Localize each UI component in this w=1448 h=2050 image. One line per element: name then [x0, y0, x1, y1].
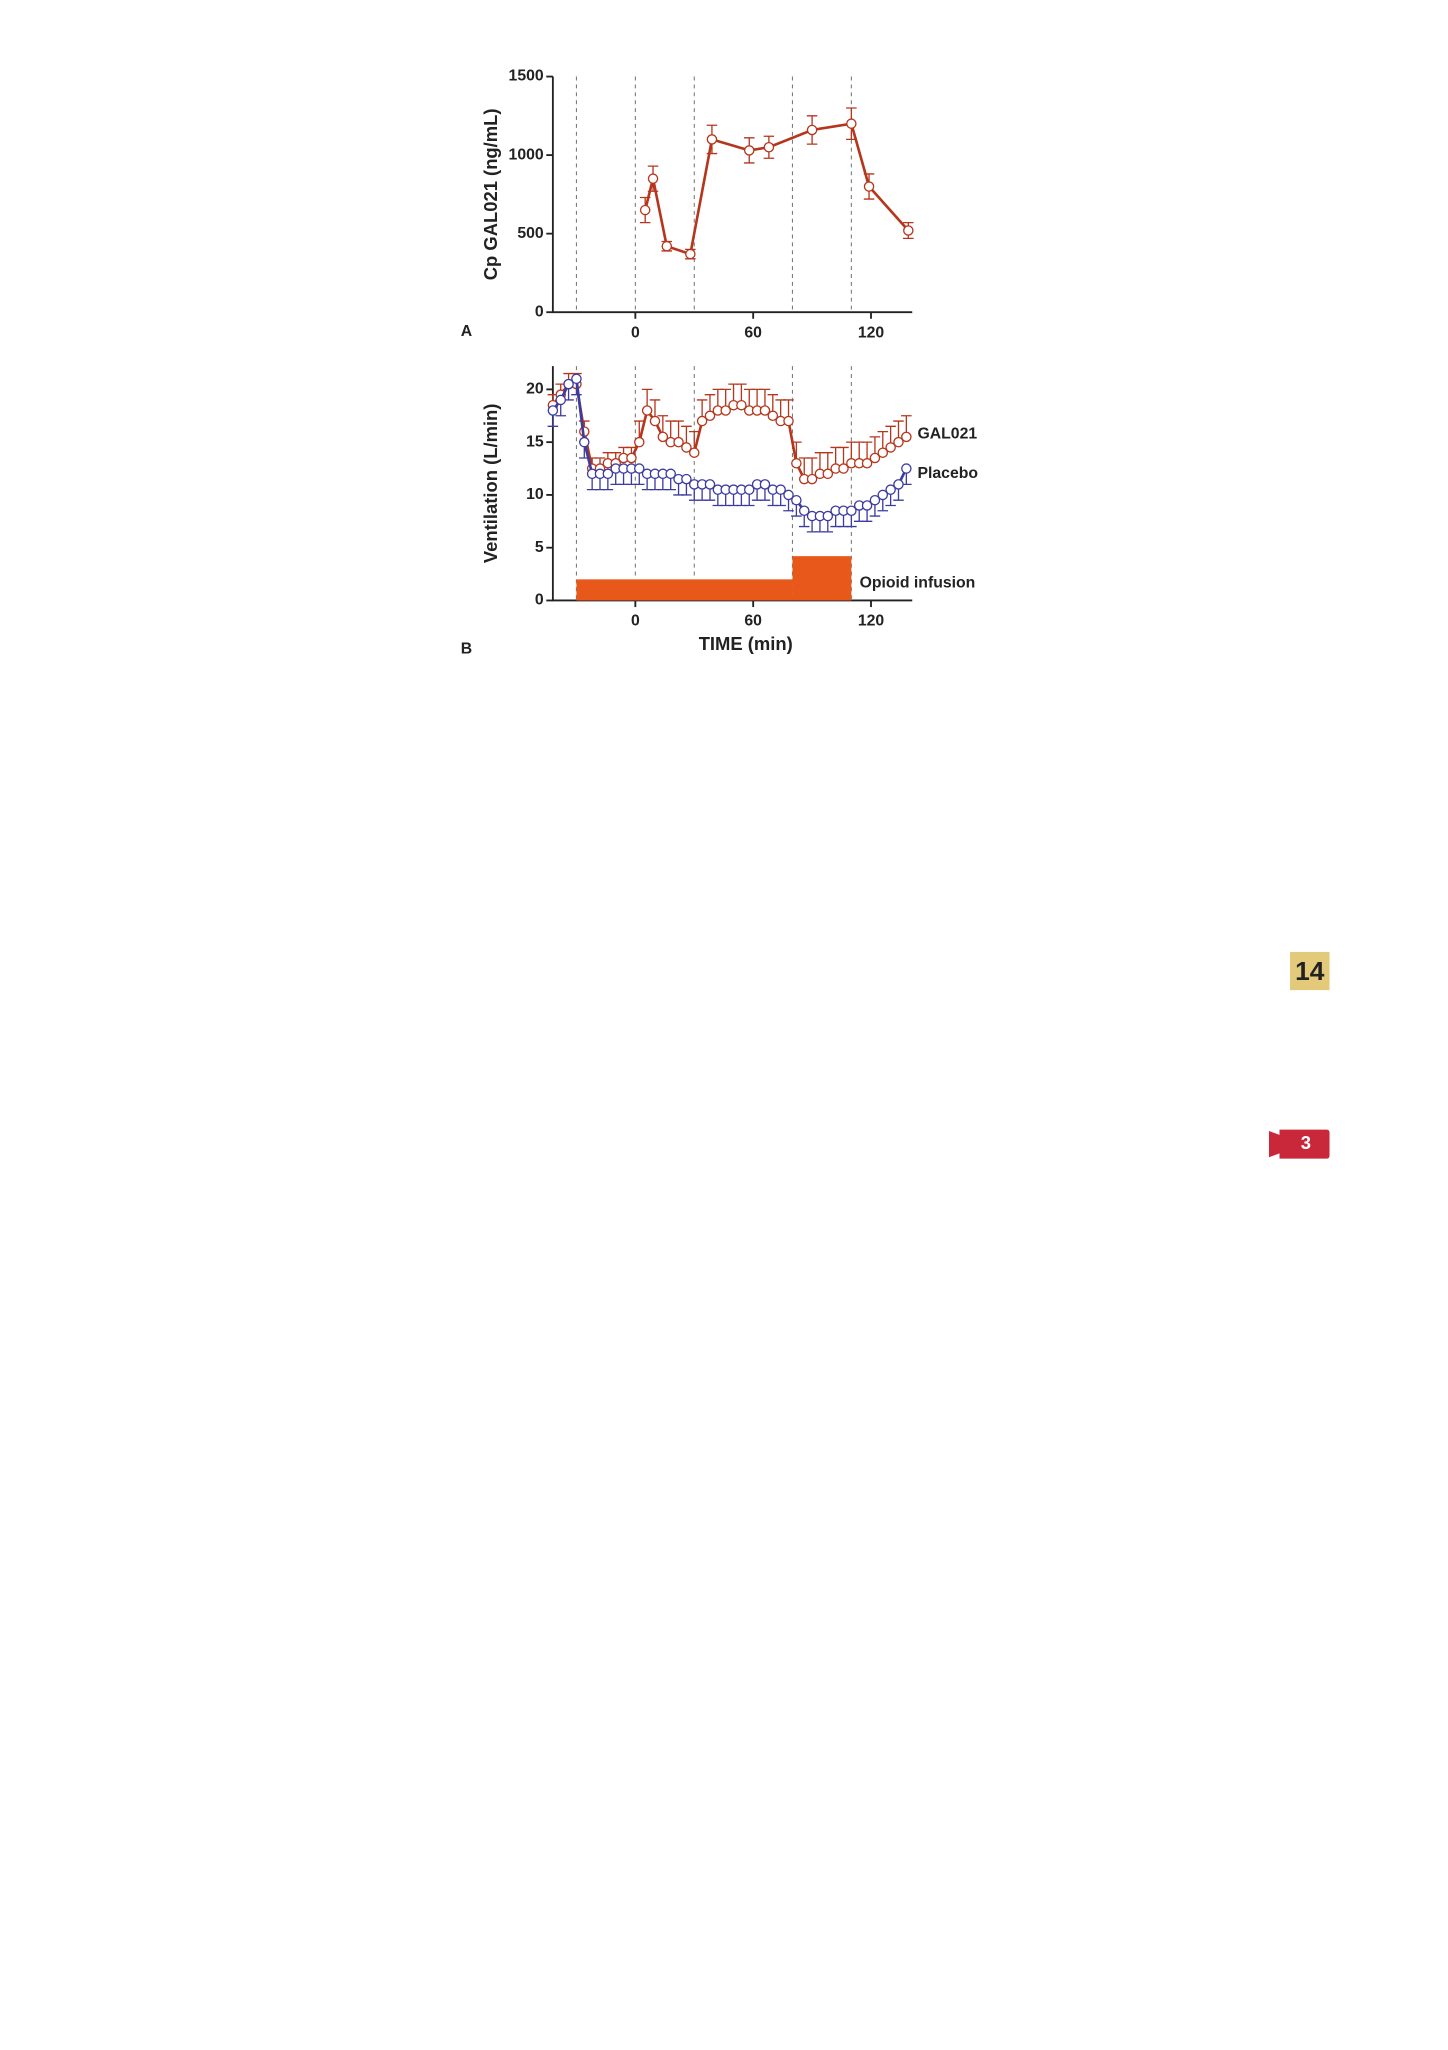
point [822, 468, 834, 480]
point [806, 124, 818, 136]
point [903, 225, 914, 236]
point [798, 505, 810, 517]
point [869, 452, 881, 464]
point [838, 463, 849, 474]
point [863, 181, 875, 192]
point [634, 436, 645, 448]
series-label: GAL021 [918, 425, 978, 442]
x-tick-label: 0 [631, 324, 640, 341]
point [720, 405, 731, 416]
y-tick-label: 1500 [509, 68, 544, 85]
point [626, 452, 637, 464]
point [563, 378, 574, 390]
point [681, 442, 692, 453]
point [759, 479, 771, 490]
point [822, 510, 834, 522]
point [783, 415, 794, 427]
point [602, 468, 614, 480]
point [647, 173, 659, 184]
point [639, 204, 651, 216]
point [743, 484, 755, 495]
axes [551, 76, 913, 314]
point [704, 479, 716, 490]
point [791, 494, 802, 506]
point [657, 431, 669, 443]
point [571, 373, 582, 385]
point [579, 436, 590, 448]
point [736, 399, 747, 411]
point [661, 240, 673, 252]
x-axis-title: TIME (min) [699, 633, 793, 654]
infusion-bar [576, 579, 793, 601]
point [763, 141, 775, 153]
point [877, 489, 889, 501]
point [791, 457, 802, 469]
point [861, 500, 873, 511]
point [641, 405, 653, 416]
panel-label: A [461, 323, 472, 340]
point [555, 394, 566, 406]
point [901, 431, 912, 443]
point [775, 484, 786, 495]
point [681, 473, 692, 485]
page-badge-bg [1290, 951, 1330, 991]
x-tick-label: 60 [744, 613, 762, 630]
point [673, 436, 684, 448]
infusion-bar [792, 556, 852, 601]
point [759, 405, 771, 416]
x-tick-label: 60 [744, 324, 762, 341]
point [885, 442, 896, 453]
x-tick-label: 0 [631, 613, 640, 630]
point [893, 479, 904, 490]
point [665, 468, 676, 480]
y-tick-label: 500 [517, 225, 544, 242]
point [846, 118, 857, 129]
x-tick-label: 120 [858, 324, 885, 341]
y-tick-label: 0 [535, 592, 544, 609]
series-label: Placebo [918, 465, 979, 482]
point [706, 134, 718, 145]
y-axis-title: Ventilation (L/min) [480, 404, 501, 564]
point [901, 463, 912, 474]
video-icon[interactable] [1268, 1129, 1330, 1159]
y-tick-label: 20 [526, 381, 544, 398]
point [547, 405, 559, 416]
point [704, 410, 716, 422]
point [885, 484, 896, 495]
point [688, 447, 700, 458]
y-tick-label: 15 [526, 433, 544, 450]
panel-label: B [461, 640, 472, 657]
point [806, 473, 818, 485]
point [846, 505, 857, 517]
point [685, 248, 696, 260]
y-tick-label: 0 [535, 303, 544, 320]
y-axis-title: Cp GAL021 (ng/mL) [480, 108, 501, 280]
point [767, 410, 779, 422]
point [893, 436, 904, 448]
point [743, 145, 755, 156]
point [861, 457, 873, 469]
y-tick-label: 10 [526, 486, 544, 503]
x-tick-label: 120 [858, 613, 885, 630]
point [869, 494, 881, 506]
point [783, 489, 794, 501]
page-badge: 14 [1295, 956, 1325, 986]
point [877, 447, 889, 458]
point [649, 415, 661, 427]
y-tick-label: 5 [535, 539, 544, 556]
point [696, 415, 708, 427]
point [634, 463, 645, 474]
series-line [551, 376, 908, 518]
infusion-label: Opioid infusion [860, 575, 976, 592]
y-tick-label: 1000 [509, 146, 544, 163]
video-badge[interactable]: 3 [1301, 1132, 1311, 1153]
